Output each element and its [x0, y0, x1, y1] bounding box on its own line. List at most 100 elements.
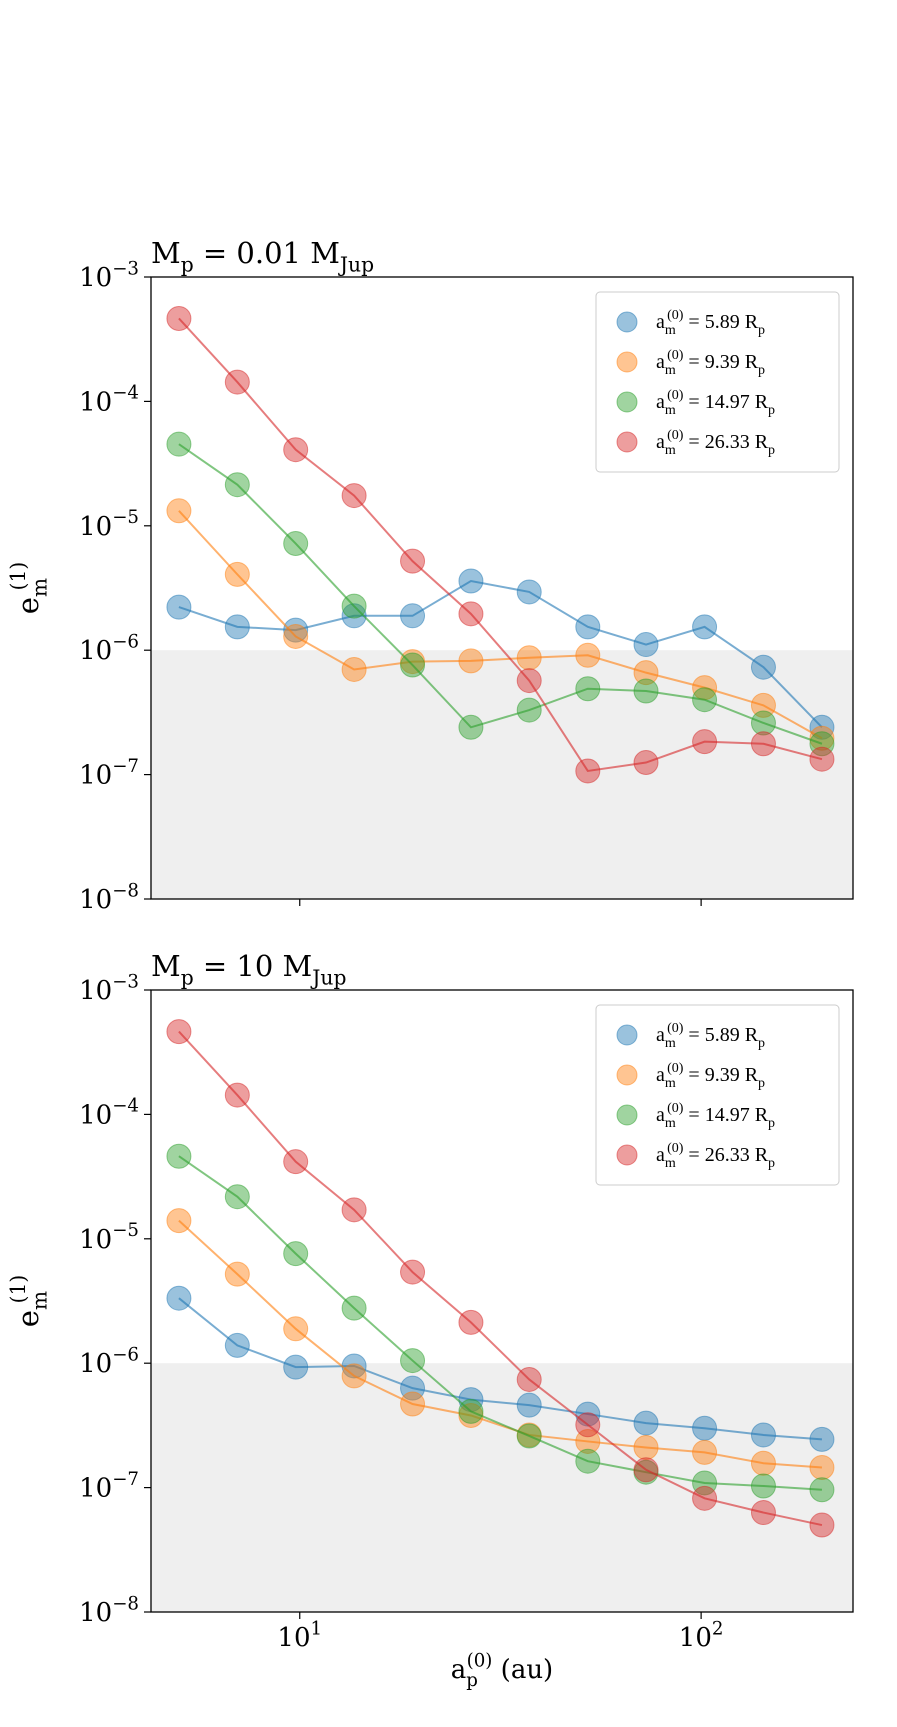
series-line: [178, 1155, 823, 1491]
legend-box: [595, 291, 840, 473]
data-point: [458, 648, 484, 674]
series-line: [178, 1030, 823, 1527]
data-point: [516, 668, 542, 694]
y-tick-label: 10−7: [79, 1469, 139, 1504]
data-point: [750, 1500, 776, 1526]
data-point: [166, 1019, 192, 1045]
series-line: [178, 443, 823, 745]
data-point: [166, 1208, 192, 1234]
data-point: [283, 1316, 309, 1342]
data-point: [750, 1450, 776, 1476]
legend-marker: [616, 431, 638, 453]
data-point: [750, 1422, 776, 1448]
data-point: [692, 1439, 718, 1465]
data-point: [458, 1309, 484, 1335]
legend-marker: [616, 391, 638, 413]
data-point: [458, 714, 484, 740]
legend-marker: [616, 1024, 638, 1046]
data-point: [283, 1149, 309, 1175]
data-point: [341, 656, 367, 682]
legend-label: am(0) = 5.89 Rp: [656, 1021, 765, 1051]
data-point: [400, 652, 426, 678]
data-point: [458, 568, 484, 594]
x-tick-label: 102: [679, 1618, 724, 1653]
data-point: [633, 660, 659, 686]
legend-marker: [616, 1144, 638, 1166]
data-point: [166, 1143, 192, 1169]
data-point: [166, 431, 192, 457]
data-point: [575, 614, 601, 640]
data-point: [166, 305, 192, 331]
legend-label: am(0) = 14.97 Rp: [656, 388, 775, 418]
data-point: [400, 1259, 426, 1285]
data-point: [750, 710, 776, 736]
data-point: [692, 1485, 718, 1511]
data-point: [750, 731, 776, 757]
data-point: [809, 1426, 835, 1452]
data-point: [809, 731, 835, 757]
legend-label: am(0) = 5.89 Rp: [656, 308, 765, 338]
data-point: [692, 1470, 718, 1496]
data-point: [750, 1473, 776, 1499]
axes-frame: [150, 276, 854, 900]
y-tick-label: 10−3: [79, 258, 139, 293]
y-tick-label: 10−5: [79, 507, 139, 542]
data-point: [516, 697, 542, 723]
data-point: [341, 483, 367, 509]
x-tick-label: 101: [277, 1618, 322, 1653]
y-tick-label: 10−7: [79, 756, 139, 791]
panel: Mp = 0.01 MJup em(1) 10−8 10−7 10−6 10−5 10−4 1…: [6, 236, 854, 915]
data-point: [341, 593, 367, 619]
data-point: [692, 614, 718, 640]
data-point: [809, 746, 835, 772]
data-point: [633, 1410, 659, 1436]
data-point: [692, 729, 718, 755]
data-point: [400, 1375, 426, 1401]
chart-title: Mp = 0.01 MJup: [151, 236, 374, 277]
data-point: [166, 1285, 192, 1311]
chart-title: Mp = 10 MJup: [151, 949, 346, 990]
data-point: [224, 1332, 250, 1358]
data-point: [575, 1412, 601, 1438]
data-point: [224, 561, 250, 587]
data-point: [224, 369, 250, 395]
y-tick-label: 10−6: [79, 632, 139, 667]
data-point: [809, 1477, 835, 1503]
data-point: [283, 1241, 309, 1267]
legend-label: am(0) = 9.39 Rp: [656, 348, 765, 378]
y-tick-label: 10−6: [79, 1345, 139, 1380]
legend-label: am(0) = 14.97 Rp: [656, 1101, 775, 1131]
y-tick-label: 10−4: [79, 1096, 139, 1131]
legend-marker: [616, 351, 638, 373]
data-point: [516, 1392, 542, 1418]
data-point: [692, 687, 718, 713]
legend-label: am(0) = 26.33 Rp: [656, 428, 775, 458]
data-point: [166, 498, 192, 524]
data-point: [692, 1415, 718, 1441]
data-point: [283, 1354, 309, 1380]
shaded-region: [151, 1363, 853, 1612]
data-point: [224, 472, 250, 498]
y-tick-label: 10−4: [79, 383, 139, 418]
data-point: [575, 642, 601, 668]
y-axis-label: em(1): [6, 562, 52, 615]
shaded-region: [151, 650, 853, 899]
data-point: [575, 1448, 601, 1474]
data-point: [516, 645, 542, 671]
y-axis-label: em(1): [6, 1275, 52, 1328]
data-point: [633, 632, 659, 658]
data-point: [224, 614, 250, 640]
data-point: [283, 531, 309, 557]
data-point: [341, 1295, 367, 1321]
data-point: [575, 758, 601, 784]
data-point: [283, 437, 309, 463]
data-point: [458, 601, 484, 627]
data-point: [283, 623, 309, 649]
data-point: [166, 594, 192, 620]
data-point: [633, 1457, 659, 1483]
axes-frame: [150, 989, 854, 1613]
legend-marker: [616, 1064, 638, 1086]
data-point: [400, 1348, 426, 1374]
data-point: [224, 1261, 250, 1287]
